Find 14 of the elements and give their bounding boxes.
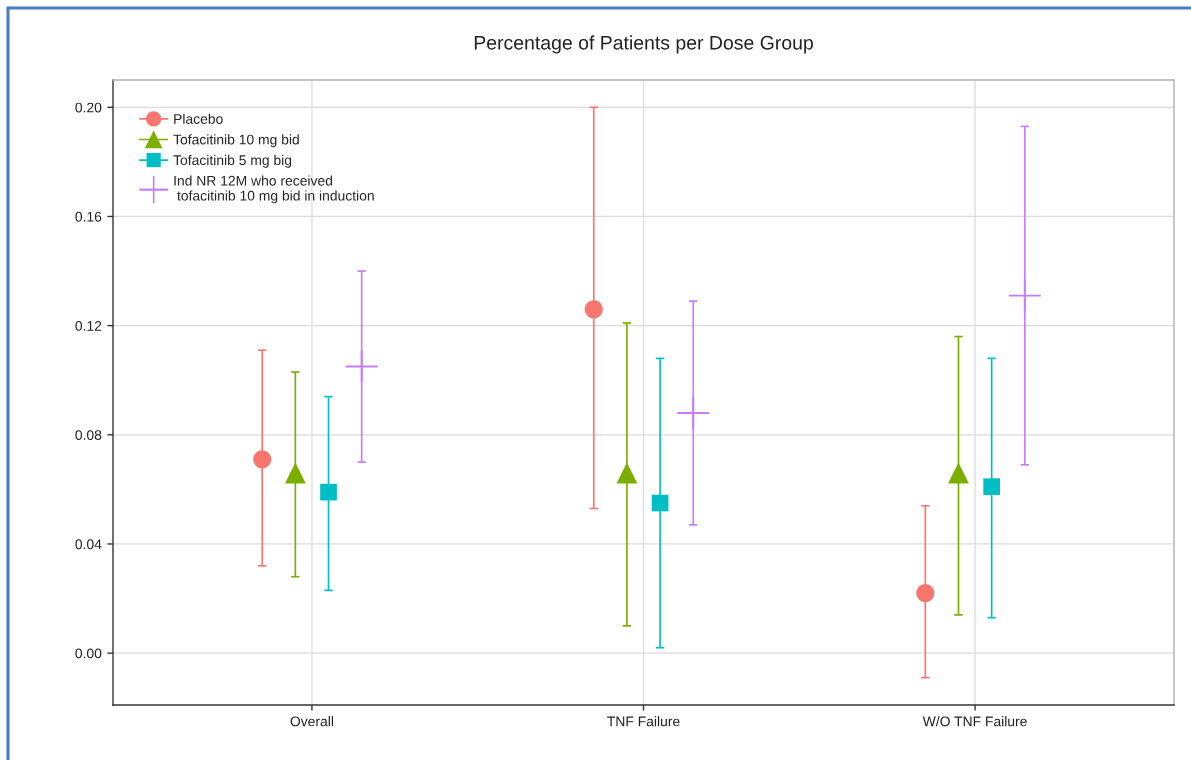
chart-title: Percentage of Patients per Dose Group: [474, 35, 813, 54]
legend-label: Tofacitinib 10 mg bid: [173, 134, 299, 148]
y-tick-label: 0.20: [75, 102, 102, 113]
y-tick-label: 0.12: [75, 320, 102, 331]
x-tick-label: W/O TNF Failure: [922, 716, 1027, 727]
y-tick-label: 0.00: [75, 648, 102, 659]
legend-label: Tofacitinib 5 mg big: [173, 154, 292, 168]
legend-label: Placebo: [174, 113, 223, 124]
legend-label: Ind NR 12M who received tofacitinib 10 mg bid in induction: [174, 175, 374, 204]
y-tick-label: 0.04: [75, 539, 102, 550]
y-tick-label: 0.08: [75, 430, 102, 440]
x-tick-label: TNF Failure: [607, 716, 680, 727]
y-tick-label: 0.16: [75, 211, 102, 222]
x-tick-label: Overall: [290, 716, 334, 727]
